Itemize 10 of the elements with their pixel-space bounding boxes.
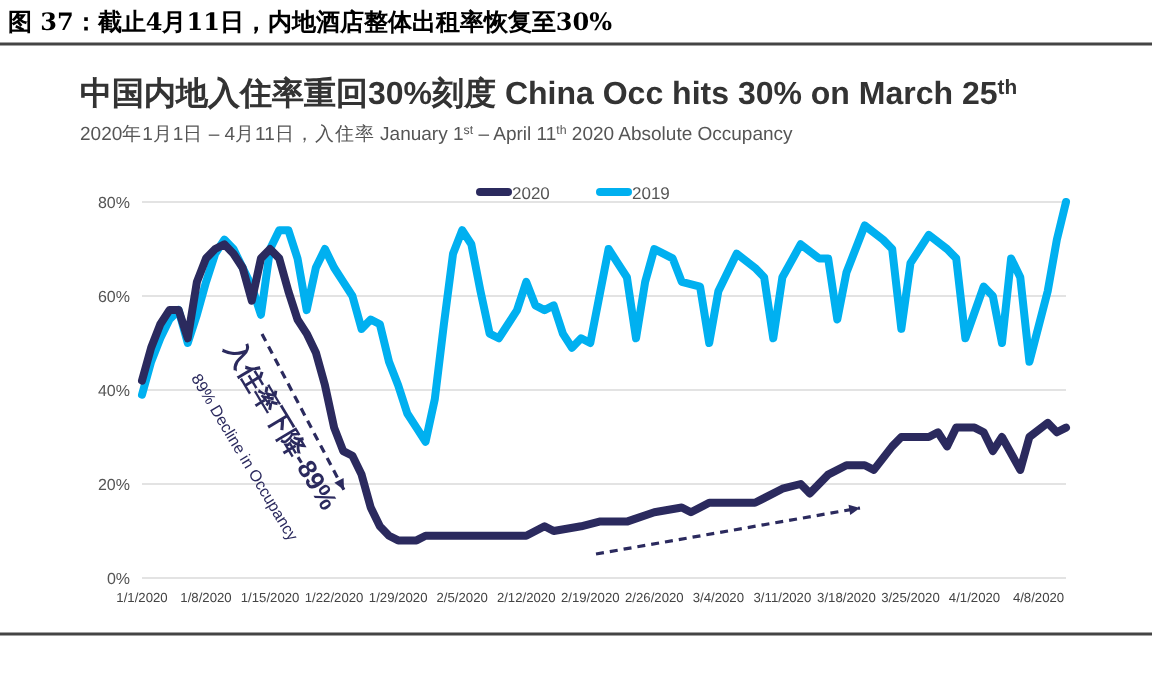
y-tick-label: 20% — [97, 476, 130, 494]
chart-title: 中国内地入住率重回30%刻度 China Occ hits 30% on March 25$^{th}$ — [80, 74, 1018, 112]
y-tick-label: 80% — [97, 194, 130, 212]
legend-label: 2019 — [632, 183, 671, 203]
legend-label: 2020 — [512, 183, 551, 203]
y-tick-label: 40% — [97, 382, 130, 400]
caption: 图 37：截止4月11日，内地酒店整体出租率恢复至30% — [8, 8, 614, 36]
y-tick-label: 60% — [97, 288, 130, 306]
y-tick-label: 0% — [106, 570, 130, 588]
chart-subtitle: 2020年1月1日 – 4月11日，入住率 January 1$^{st}$ – April 11$^{th}$ 2020 Absolute Occupancy — [80, 122, 794, 146]
